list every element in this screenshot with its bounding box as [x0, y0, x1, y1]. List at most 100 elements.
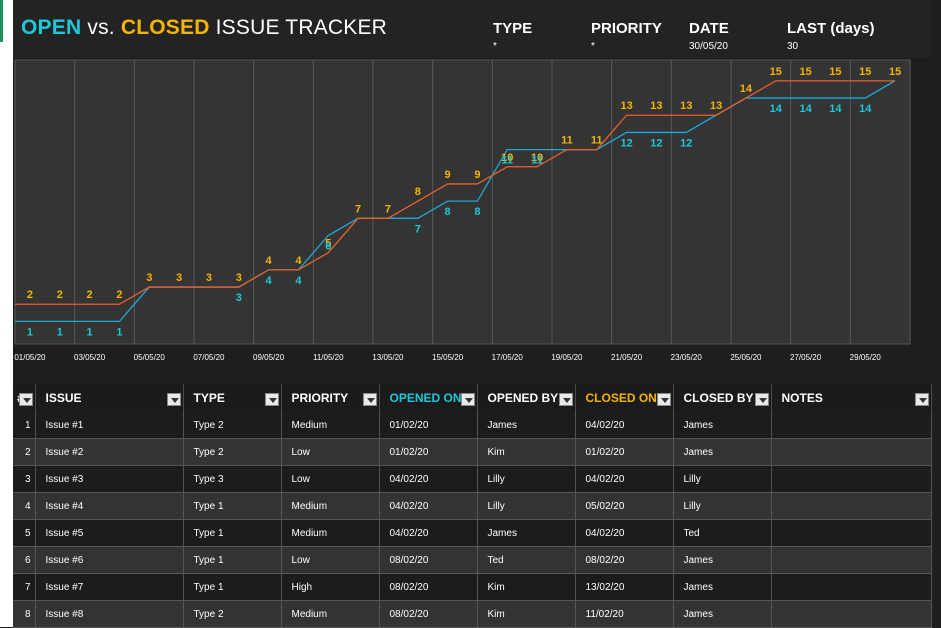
- cell-notes[interactable]: [771, 546, 932, 574]
- cell-closed-on[interactable]: 04/02/20: [575, 465, 674, 493]
- table-row[interactable]: 6 Issue #6 Type 1 Low 08/02/20 Ted 08/02/20 Jam…: [13, 546, 932, 574]
- cell-number[interactable]: 5: [13, 519, 36, 547]
- cell-issue[interactable]: Issue #4: [35, 492, 184, 520]
- cell-closed-by[interactable]: Lilly: [673, 492, 772, 520]
- cell-opened-by[interactable]: Ted: [477, 546, 576, 574]
- cell-priority[interactable]: Medium: [281, 492, 380, 520]
- cell-notes[interactable]: [771, 600, 932, 628]
- header-col-opened-on[interactable]: OPENED ON: [379, 384, 478, 412]
- cell-priority[interactable]: Medium: [281, 412, 380, 439]
- cell-opened-on[interactable]: 08/02/20: [379, 546, 478, 574]
- cell-type[interactable]: Type 2: [183, 438, 282, 466]
- cell-issue[interactable]: Issue #1: [35, 412, 184, 439]
- cell-notes[interactable]: [771, 438, 932, 466]
- cell-opened-by[interactable]: Lilly: [477, 492, 576, 520]
- cell-type[interactable]: Type 2: [183, 600, 282, 628]
- cell-notes[interactable]: [771, 519, 932, 547]
- cell-number[interactable]: 2: [13, 438, 36, 466]
- cell-closed-on[interactable]: 08/02/20: [575, 546, 674, 574]
- filter-dropdown-icon[interactable]: [18, 393, 33, 406]
- header-col-notes[interactable]: NOTES: [771, 384, 932, 412]
- cell-closed-on[interactable]: 04/02/20: [575, 519, 674, 547]
- filter-type[interactable]: TYPE *: [493, 20, 532, 52]
- cell-closed-by[interactable]: James: [673, 546, 772, 574]
- cell-notes[interactable]: [771, 573, 932, 601]
- cell-notes[interactable]: [771, 465, 932, 493]
- header-col-closed-by[interactable]: CLOSED BY: [673, 384, 772, 412]
- table-row[interactable]: 8 Issue #8 Type 2 Medium 08/02/20 Kim 11/02/20…: [13, 600, 932, 628]
- cell-type[interactable]: Type 1: [183, 519, 282, 547]
- header-col-type[interactable]: TYPE: [183, 384, 282, 412]
- table-row[interactable]: 2 Issue #2 Type 2 Low 01/02/20 Kim 01/02/20 Jam…: [13, 438, 932, 466]
- cell-issue[interactable]: Issue #5: [35, 519, 184, 547]
- filter-dropdown-icon[interactable]: [558, 393, 573, 406]
- cell-closed-by[interactable]: Lilly: [673, 465, 772, 493]
- cell-closed-on[interactable]: 04/02/20: [575, 412, 674, 439]
- cell-closed-on[interactable]: 13/02/20: [575, 573, 674, 601]
- cell-closed-by[interactable]: James: [673, 573, 772, 601]
- table-row[interactable]: 4 Issue #4 Type 1 Medium 04/02/20 Lilly 05/02/…: [13, 492, 932, 520]
- cell-opened-by[interactable]: Kim: [477, 438, 576, 466]
- cell-issue[interactable]: Issue #3: [35, 465, 184, 493]
- cell-closed-on[interactable]: 05/02/20: [575, 492, 674, 520]
- cell-opened-by[interactable]: James: [477, 412, 576, 439]
- cell-number[interactable]: 6: [13, 546, 36, 574]
- table-row[interactable]: 5 Issue #5 Type 1 Medium 04/02/20 James 04/02/…: [13, 519, 932, 547]
- cell-opened-on[interactable]: 08/02/20: [379, 600, 478, 628]
- cell-opened-on[interactable]: 04/02/20: [379, 519, 478, 547]
- cell-opened-on[interactable]: 08/02/20: [379, 573, 478, 601]
- header-col-closed-on[interactable]: CLOSED ON: [575, 384, 674, 412]
- cell-priority[interactable]: Low: [281, 465, 380, 493]
- cell-number[interactable]: 4: [13, 492, 36, 520]
- cell-priority[interactable]: Low: [281, 438, 380, 466]
- cell-priority[interactable]: High: [281, 573, 380, 601]
- table-row[interactable]: 7 Issue #7 Type 1 High 08/02/20 Kim 13/02/20 Ja…: [13, 573, 932, 601]
- header-col-issue[interactable]: ISSUE: [35, 384, 184, 412]
- cell-priority[interactable]: Medium: [281, 600, 380, 628]
- cell-opened-on[interactable]: 04/02/20: [379, 465, 478, 493]
- header-col-priority[interactable]: PRIORITY: [281, 384, 380, 412]
- filter-dropdown-icon[interactable]: [754, 393, 769, 406]
- cell-closed-by[interactable]: James: [673, 412, 772, 439]
- cell-type[interactable]: Type 1: [183, 573, 282, 601]
- cell-issue[interactable]: Issue #8: [35, 600, 184, 628]
- filter-type-value[interactable]: *: [493, 41, 497, 52]
- filter-priority-value[interactable]: *: [591, 41, 595, 52]
- cell-number[interactable]: 8: [13, 600, 36, 628]
- cell-type[interactable]: Type 2: [183, 412, 282, 439]
- filter-last-days-value[interactable]: 30: [787, 41, 799, 52]
- cell-opened-on[interactable]: 01/02/20: [379, 438, 478, 466]
- cell-notes[interactable]: [771, 492, 932, 520]
- cell-issue[interactable]: Issue #2: [35, 438, 184, 466]
- filter-dropdown-icon[interactable]: [166, 393, 181, 406]
- header-col-number[interactable]: #: [13, 384, 36, 412]
- cell-number[interactable]: 1: [13, 412, 36, 439]
- filter-date-value[interactable]: 30/05/20: [689, 41, 728, 52]
- cell-closed-by[interactable]: Ted: [673, 519, 772, 547]
- cell-opened-on[interactable]: 04/02/20: [379, 492, 478, 520]
- cell-type[interactable]: Type 1: [183, 492, 282, 520]
- cell-type[interactable]: Type 3: [183, 465, 282, 493]
- cell-notes[interactable]: [771, 412, 932, 439]
- table-row[interactable]: 1 Issue #1 Type 2 Medium 01/02/20 James 04/02/…: [13, 412, 932, 439]
- cell-closed-on[interactable]: 01/02/20: [575, 438, 674, 466]
- cell-priority[interactable]: Medium: [281, 519, 380, 547]
- filter-dropdown-icon[interactable]: [460, 393, 475, 406]
- cell-closed-by[interactable]: James: [673, 600, 772, 628]
- cell-closed-on[interactable]: 11/02/20: [575, 600, 674, 628]
- cell-issue[interactable]: Issue #7: [35, 573, 184, 601]
- cell-opened-by[interactable]: Kim: [477, 573, 576, 601]
- filter-dropdown-icon[interactable]: [362, 393, 377, 406]
- cell-priority[interactable]: Low: [281, 546, 380, 574]
- filter-dropdown-icon[interactable]: [264, 393, 279, 406]
- cell-number[interactable]: 3: [13, 465, 36, 493]
- cell-opened-by[interactable]: Kim: [477, 600, 576, 628]
- filter-dropdown-icon[interactable]: [656, 393, 671, 406]
- cell-type[interactable]: Type 1: [183, 546, 282, 574]
- header-col-opened-by[interactable]: OPENED BY: [477, 384, 576, 412]
- filter-priority[interactable]: PRIORITY *: [591, 20, 662, 52]
- cell-opened-by[interactable]: Lilly: [477, 465, 576, 493]
- cell-number[interactable]: 7: [13, 573, 36, 601]
- cell-issue[interactable]: Issue #6: [35, 546, 184, 574]
- cell-opened-by[interactable]: James: [477, 519, 576, 547]
